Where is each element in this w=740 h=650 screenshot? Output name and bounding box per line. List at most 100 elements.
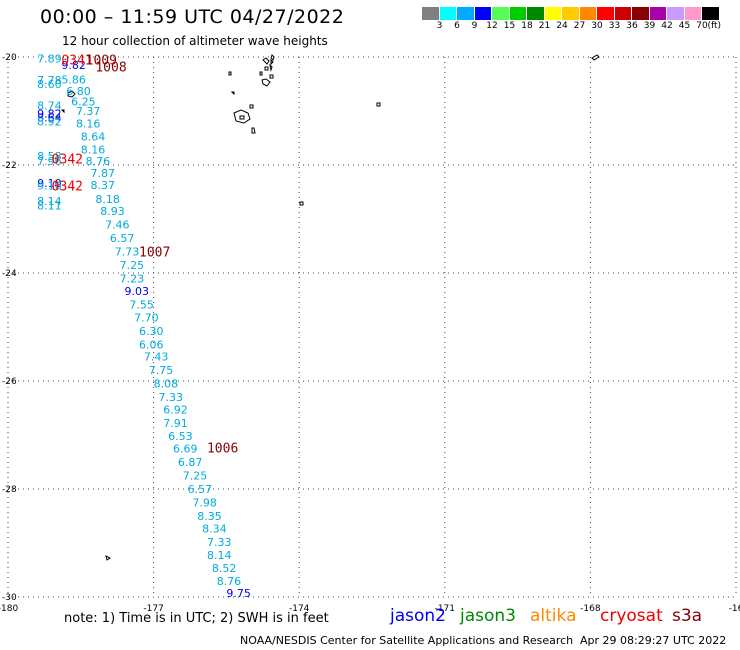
wave-height-label: 7.91 bbox=[163, 417, 188, 430]
scale-tick-label: 36 bbox=[626, 21, 638, 31]
scale-color-swatch bbox=[457, 7, 474, 20]
generated-timestamp: Apr 29 08:29:27 UTC 2022 bbox=[580, 634, 727, 647]
scale-color-swatch bbox=[667, 7, 684, 20]
wave-height-label: 6.25 bbox=[71, 95, 96, 108]
pass-time-label: 1009 bbox=[86, 54, 117, 69]
wave-height-label: 7.78 bbox=[37, 74, 62, 87]
wave-height-label: 8.92 bbox=[37, 115, 62, 128]
wave-height-label: 9.75 bbox=[226, 587, 251, 600]
wave-height-label: 7.73 bbox=[115, 245, 140, 258]
scale-color-swatch bbox=[632, 7, 649, 20]
wave-height-label: 7.98 bbox=[192, 497, 217, 510]
wave-height-label: 6.57 bbox=[110, 232, 135, 245]
wave-height-label: 8.64 bbox=[81, 130, 106, 143]
pass-time-label: 1006 bbox=[207, 441, 238, 456]
scale-tick-label: 30 bbox=[591, 21, 603, 31]
wave-height-label: 8.35 bbox=[197, 510, 222, 523]
scale-tick-label: 18 bbox=[521, 21, 533, 31]
wave-height-label: 9.82 bbox=[61, 59, 86, 72]
scale-color-swatch bbox=[527, 7, 544, 20]
scale-color-swatch bbox=[597, 7, 614, 20]
latitude-tick-label: -20 bbox=[2, 53, 17, 63]
pass-time-label: 0341 bbox=[61, 54, 92, 69]
island-outline bbox=[60, 54, 600, 561]
scale-color-swatch bbox=[684, 7, 701, 20]
latitude-tick-label: -28 bbox=[2, 485, 17, 495]
scale-tick-label: 39 bbox=[643, 21, 656, 31]
scale-color-swatch bbox=[562, 7, 579, 20]
satellite-legend-item: s3a bbox=[672, 606, 703, 626]
scale-tick-label: 70 bbox=[696, 21, 708, 31]
scale-color-swatch bbox=[474, 7, 491, 20]
credit-text: NOAA/NESDIS Center for Satellite Applica… bbox=[240, 634, 574, 647]
scale-tick-label: 15 bbox=[503, 21, 516, 31]
wave-height-label: 8.18 bbox=[95, 193, 120, 206]
longitude-tick-label: -171 bbox=[435, 604, 455, 614]
land-outlines bbox=[60, 54, 600, 561]
scale-color-swatch bbox=[702, 7, 719, 20]
chart-subtitle: 12 hour collection of altimeter wave hei… bbox=[62, 34, 328, 48]
wave-height-label: 8.93 bbox=[100, 205, 125, 218]
wave-height-label: 7.46 bbox=[105, 218, 130, 231]
pass-time-label: 0342 bbox=[52, 153, 83, 168]
scale-tick-label: 3 bbox=[436, 21, 443, 31]
wave-height-label: 7.33 bbox=[207, 536, 232, 549]
wave-height-label: 8.16 bbox=[81, 143, 106, 156]
wave-height-label: 8.76 bbox=[217, 575, 242, 588]
wave-height-label: 6.53 bbox=[168, 430, 193, 443]
wave-height-label: 7.70 bbox=[134, 311, 159, 324]
wave-height-label: 6.06 bbox=[139, 338, 164, 351]
scale-tick-label: 33 bbox=[608, 21, 621, 31]
wave-height-label: 8.60 bbox=[37, 78, 62, 91]
satellite-legend-item: altika bbox=[530, 606, 577, 626]
longitude-tick-label: -180 bbox=[0, 604, 18, 614]
longitude-tick-label: -177 bbox=[143, 604, 163, 614]
scale-color-swatch bbox=[544, 7, 561, 20]
wave-height-label: 9.03 bbox=[124, 285, 149, 298]
wave-height-label: 7.23 bbox=[120, 272, 145, 285]
scale-tick-label: 24 bbox=[556, 21, 568, 31]
pass-time-label: 0342 bbox=[52, 180, 83, 195]
pass-time-label: 1007 bbox=[139, 245, 170, 260]
wave-height-label: 7.89 bbox=[37, 53, 62, 66]
note-text: note: 1) Time is in UTC; 2) SWH is in fe… bbox=[64, 611, 329, 626]
wave-height-label: 8.37 bbox=[91, 179, 116, 192]
wave-height-label: 7.87 bbox=[91, 167, 116, 180]
wave-height-label: 8.34 bbox=[202, 522, 227, 535]
satellite-legend-item: cryosat bbox=[600, 606, 663, 626]
scale-tick-label: 21 bbox=[538, 21, 551, 31]
scale-color-swatch bbox=[579, 7, 596, 20]
scale-color-swatch bbox=[492, 7, 509, 20]
wave-height-labels: 7.89 9.827.788.60 5.866.806.258.74 7.379.82… bbox=[37, 53, 251, 601]
island-outline bbox=[259, 54, 275, 87]
wave-height-label: 7.25 bbox=[183, 470, 208, 483]
scale-unit-label: (ft) bbox=[707, 21, 722, 31]
wave-height-label: 8.16 bbox=[76, 117, 101, 130]
wave-height-label: 8.76 bbox=[86, 155, 111, 168]
scale-color-swatch bbox=[509, 7, 526, 20]
scale-tick-label: 6 bbox=[454, 21, 460, 31]
wave-height-label: 6.80 bbox=[66, 85, 91, 98]
latitude-tick-label: -22 bbox=[2, 161, 17, 171]
latitude-tick-label: -24 bbox=[2, 269, 17, 279]
scale-color-swatch bbox=[422, 7, 439, 20]
wave-height-label: 7.43 bbox=[144, 351, 169, 364]
latitude-tick-label: -26 bbox=[2, 377, 17, 387]
satellite-legend-item: jason2 bbox=[390, 606, 446, 626]
wave-height-label: 6.69 bbox=[173, 443, 198, 456]
wave-height-label: 9.16 bbox=[37, 180, 62, 193]
scale-tick-label: 42 bbox=[661, 21, 673, 31]
satellite-legend-item: jason3 bbox=[460, 606, 516, 626]
wave-height-label: 9.82 bbox=[37, 108, 62, 121]
wave-height-label: 7.55 bbox=[129, 298, 154, 311]
wave-height-label: 8.14 bbox=[37, 195, 62, 208]
wave-height-label: 8.52 bbox=[212, 562, 237, 575]
scale-color-swatch bbox=[614, 7, 631, 20]
wave-height-label: 8.58 bbox=[37, 150, 62, 163]
wave-height-label: 5.86 bbox=[61, 74, 86, 87]
wave-height-label: 8.14 bbox=[207, 549, 232, 562]
scale-tick-label: 12 bbox=[486, 21, 498, 31]
scale-tick-label: 45 bbox=[678, 21, 691, 31]
wave-height-label: 7.37 bbox=[76, 105, 101, 118]
